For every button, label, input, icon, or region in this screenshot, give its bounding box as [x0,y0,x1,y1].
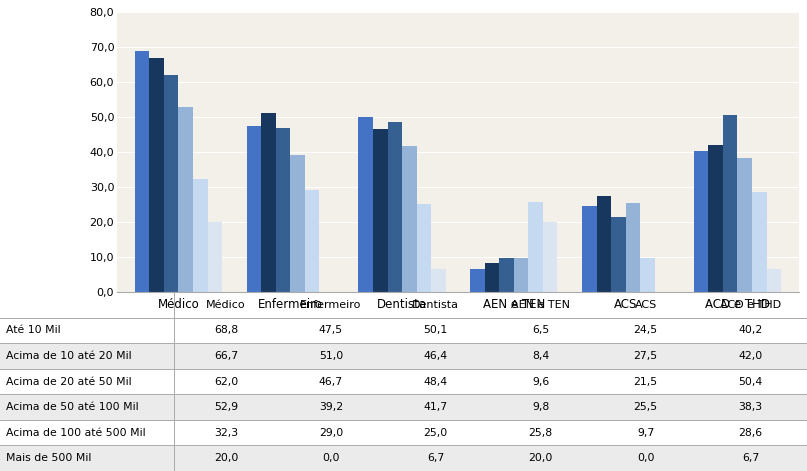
Bar [358,116,373,292]
Bar [247,126,261,292]
Text: 42,0: 42,0 [738,351,763,361]
Bar [0,420,807,446]
Text: 50,4: 50,4 [738,376,763,387]
Bar [373,130,387,292]
Bar [402,146,416,292]
Bar [431,268,445,292]
Bar [514,258,529,292]
Text: 50,1: 50,1 [424,325,448,335]
Text: Acima de 50 até 100 Mil: Acima de 50 até 100 Mil [6,402,139,412]
Text: 24,5: 24,5 [633,325,658,335]
Bar [596,195,611,292]
Text: 48,4: 48,4 [424,376,448,387]
Text: Até 10 Mil: Até 10 Mil [6,325,61,335]
Bar [164,75,178,292]
Text: 9,7: 9,7 [637,428,654,438]
Bar [738,158,752,292]
Text: 9,8: 9,8 [532,402,550,412]
Bar [291,154,305,292]
Bar [500,259,514,292]
Text: 52,9: 52,9 [214,402,238,412]
Bar [416,204,431,292]
Text: 38,3: 38,3 [738,402,763,412]
Text: 20,0: 20,0 [214,453,238,463]
Text: ACD e THD: ACD e THD [720,300,781,310]
Text: 27,5: 27,5 [633,351,658,361]
Bar [149,58,164,292]
Text: 8,4: 8,4 [532,351,550,361]
Text: 6,5: 6,5 [532,325,550,335]
Bar [207,222,222,292]
Text: 25,0: 25,0 [424,428,448,438]
Text: 66,7: 66,7 [214,351,238,361]
Text: 51,0: 51,0 [319,351,343,361]
Bar [640,258,654,292]
Bar [529,202,543,292]
Bar [723,115,738,292]
Bar [543,222,558,292]
Text: Médico: Médico [206,300,246,310]
Bar [178,107,193,292]
Text: 62,0: 62,0 [214,376,238,387]
Text: Acima de 10 até 20 Mil: Acima de 10 até 20 Mil [6,351,132,361]
Text: 25,5: 25,5 [633,402,658,412]
Bar [305,190,320,292]
Text: 46,4: 46,4 [424,351,448,361]
Bar [752,192,767,292]
Text: 20,0: 20,0 [529,453,553,463]
Text: 32,3: 32,3 [214,428,238,438]
Bar [709,145,723,292]
Text: 47,5: 47,5 [319,325,343,335]
Text: 40,2: 40,2 [738,325,763,335]
Text: 29,0: 29,0 [319,428,343,438]
Text: AEN e TEN: AEN e TEN [511,300,571,310]
Text: Acima de 100 até 500 Mil: Acima de 100 até 500 Mil [6,428,146,438]
Text: ACS: ACS [634,300,657,310]
Bar [767,268,781,292]
Text: 28,6: 28,6 [738,428,763,438]
Text: 21,5: 21,5 [633,376,658,387]
Bar [0,343,807,369]
Text: 46,7: 46,7 [319,376,343,387]
Text: Dentista: Dentista [412,300,459,310]
Text: 68,8: 68,8 [214,325,238,335]
Text: Acima de 20 até 50 Mil: Acima de 20 até 50 Mil [6,376,132,387]
Text: Mais de 500 Mil: Mais de 500 Mil [6,453,92,463]
Bar [0,317,807,343]
Bar [470,269,485,292]
Text: 41,7: 41,7 [424,402,448,412]
Bar [0,369,807,394]
Bar [261,114,276,292]
Text: 0,0: 0,0 [322,453,340,463]
Bar [387,122,402,292]
Bar [694,151,709,292]
Bar [276,129,291,292]
Bar [611,217,625,292]
Bar [582,206,596,292]
Bar [0,446,807,471]
Bar [135,51,149,292]
Text: 25,8: 25,8 [529,428,553,438]
Text: 0,0: 0,0 [637,453,654,463]
Text: 6,7: 6,7 [427,453,445,463]
Bar [193,179,207,292]
Bar [485,263,500,292]
Bar [0,394,807,420]
Text: 39,2: 39,2 [319,402,343,412]
Text: Enfermeiro: Enfermeiro [300,300,362,310]
Bar [625,203,640,292]
Text: 9,6: 9,6 [532,376,550,387]
Text: 6,7: 6,7 [742,453,759,463]
